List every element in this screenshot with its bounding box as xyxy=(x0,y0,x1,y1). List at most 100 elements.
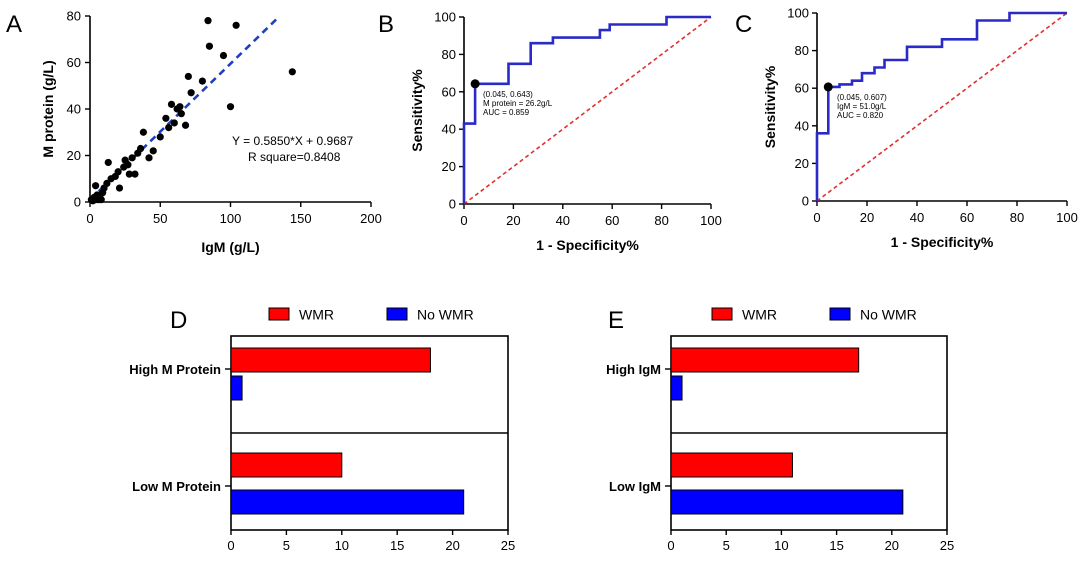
panel-b-x-tick-label: 20 xyxy=(506,213,520,228)
panel-b-y-tick-label: 20 xyxy=(442,159,456,174)
panel-c-y-tick-label: 20 xyxy=(795,156,809,171)
panel-d-legend-label: No WMR xyxy=(417,307,474,323)
panel-a-scatter-point xyxy=(128,154,136,162)
panel-d-x-tick-label: 0 xyxy=(227,538,234,553)
panel-c-x-tick-label: 40 xyxy=(910,210,924,225)
panel-c-annotation-line: AUC = 0.820 xyxy=(837,111,884,120)
panel-e-category-label: Low IgM xyxy=(609,479,661,494)
panel-a-scatter-point xyxy=(177,110,185,118)
panel-e-category-label: High IgM xyxy=(606,362,661,377)
panel-d-legend-swatch xyxy=(268,307,290,321)
panel-c-x-tick-label: 20 xyxy=(860,210,874,225)
panel-b-x-tick-label: 100 xyxy=(700,213,722,228)
panel-a-scatter-point xyxy=(176,103,184,111)
panel-a-scatter-point xyxy=(219,51,228,60)
panel-label-a: A xyxy=(6,11,22,38)
panel-a-scatter-point xyxy=(136,144,145,153)
panel-e-bar xyxy=(670,347,860,373)
panel-c-x-tick-label: 60 xyxy=(960,210,974,225)
panel-a-x-tick-label: 200 xyxy=(360,211,382,226)
panel-a-scatter-point xyxy=(115,184,124,192)
panel-a-x-tick-label: 0 xyxy=(86,211,93,226)
panel-e-legend-label: WMR xyxy=(742,307,777,323)
panel-a-scatter-point xyxy=(232,21,240,29)
panel-a-scatter-point xyxy=(103,179,111,187)
panel-a-fit-line xyxy=(89,15,281,201)
panel-d-x-tick-label: 10 xyxy=(335,538,349,553)
panel-d-bar xyxy=(230,452,343,478)
panel-d-legend-label: WMR xyxy=(299,307,334,323)
panel-a-y-tick-label: 40 xyxy=(67,102,81,117)
panel-a-x-tick-label: 50 xyxy=(153,211,167,226)
panel-e-x-tick-label: 25 xyxy=(940,538,954,553)
panel-label-e: E xyxy=(608,307,624,334)
panel-c-roc-curve xyxy=(815,11,1067,201)
panel-c-y-tick-label: 60 xyxy=(795,81,809,96)
panel-b-reference-diagonal xyxy=(463,16,712,205)
panel-e-x-tick-label: 15 xyxy=(829,538,843,553)
panel-a-x-tick-label: 100 xyxy=(220,211,242,226)
panel-a-y-tick-label: 0 xyxy=(74,195,81,210)
panel-a-scatter-point xyxy=(226,103,235,111)
panel-b-x-tick-label: 80 xyxy=(654,213,668,228)
panel-b-y-tick-label: 0 xyxy=(449,197,456,212)
panel-a-regression-equation: Y = 0.5850*X + 0.9687 xyxy=(232,134,354,148)
panel-e-x-tick-label: 0 xyxy=(667,538,674,553)
panel-c-y-axis-label: Sensitivity% xyxy=(762,65,778,148)
panel-c-annotation-line: (0.045, 0.607) xyxy=(837,93,887,102)
panel-b-y-tick-label: 40 xyxy=(442,122,456,137)
panel-d-x-tick-label: 25 xyxy=(501,538,515,553)
panel-a-scatter-point xyxy=(187,89,195,97)
panel-label-b: B xyxy=(378,11,394,38)
panel-d-x-tick-label: 15 xyxy=(390,538,404,553)
panel-a-y-tick-label: 80 xyxy=(67,9,81,24)
panel-a-scatter-point xyxy=(131,170,139,178)
panel-d-legend-swatch xyxy=(386,307,408,321)
panel-d-x-tick-label: 20 xyxy=(445,538,459,553)
panel-d-bar xyxy=(230,375,243,401)
panel-d-bar xyxy=(230,489,465,515)
panel-d-bar xyxy=(230,347,431,373)
panel-c-x-tick-label: 80 xyxy=(1010,210,1024,225)
panel-e-legend-swatch xyxy=(711,307,733,321)
panel-a-scatter-point xyxy=(97,196,105,204)
panel-c-y-tick-label: 80 xyxy=(795,43,809,58)
panel-a-scatter-point xyxy=(184,72,192,81)
panel-a-scatter-point xyxy=(167,100,176,108)
panel-e-legend-label: No WMR xyxy=(860,307,917,323)
panel-b-x-tick-label: 40 xyxy=(556,213,570,228)
panel-a-scatter-point xyxy=(181,121,190,129)
panel-e-x-tick-label: 10 xyxy=(774,538,788,553)
panel-c-y-tick-label: 0 xyxy=(802,194,809,209)
panel-c-x-tick-label: 100 xyxy=(1056,210,1078,225)
panel-a-y-tick-label: 20 xyxy=(67,148,81,163)
panel-a-y-axis-label: M protein (g/L) xyxy=(40,60,56,157)
panel-b-x-tick-label: 0 xyxy=(460,213,467,228)
panel-b-annotation-line: AUC = 0.859 xyxy=(483,108,530,117)
panel-a-scatter-point xyxy=(170,119,178,127)
panel-c-y-tick-label: 40 xyxy=(795,118,809,133)
panel-a-scatter-point xyxy=(156,133,164,141)
panel-b-annotation-line: M protein = 26.2g/L xyxy=(483,99,553,108)
panel-label-c: C xyxy=(735,11,752,38)
panel-a-scatter-point xyxy=(104,158,112,167)
panel-c-cutoff-point xyxy=(823,82,833,92)
panel-a-scatter-point xyxy=(114,168,122,176)
panel-b-annotation-line: (0.045, 0.643) xyxy=(483,90,533,99)
panel-a-scatter-point xyxy=(162,114,170,122)
panel-a-scatter-point xyxy=(204,17,212,25)
panel-d-category-label: High M Protein xyxy=(129,362,221,377)
panel-c-reference-diagonal xyxy=(816,12,1068,202)
panel-a-scatter-point xyxy=(149,147,157,155)
panel-b-roc: 0 20 40 60 80 100 0 20 40 60 80 100 1 - Specificity%… xyxy=(409,10,722,254)
panel-c-x-tick-label: 0 xyxy=(813,210,820,225)
panel-b-y-tick-label: 60 xyxy=(442,84,456,99)
panel-b-roc-curve xyxy=(462,15,711,204)
panel-c-roc: 0 20 40 60 80 100 0 20 40 60 80 100 1 - Specificity%… xyxy=(762,6,1078,251)
panel-a-x-axis-label: IgM (g/L) xyxy=(201,239,259,255)
panel-b-x-tick-label: 60 xyxy=(605,213,619,228)
panel-b-x-axis-label: 1 - Specificity% xyxy=(536,237,639,253)
panel-e-bar: WMR No WMR High IgM Low IgM 0 5 10 15 20 25 xyxy=(606,307,954,554)
panel-a-scatter-point xyxy=(145,154,153,162)
